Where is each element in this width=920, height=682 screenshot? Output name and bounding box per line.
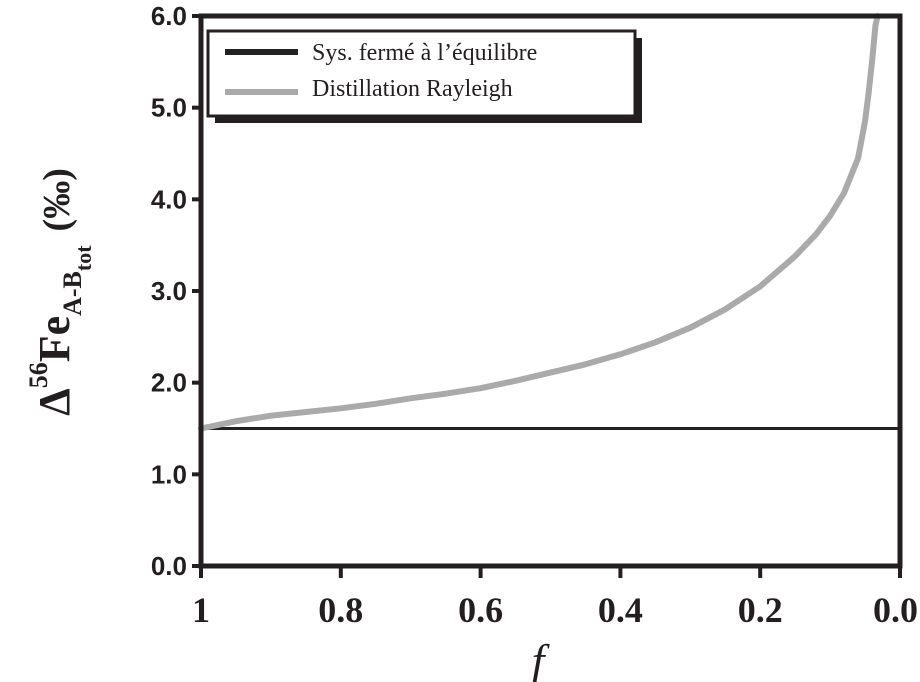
y-tick-label: 2.0 xyxy=(151,368,187,398)
y-tick-label: 0.0 xyxy=(151,551,187,581)
legend-label-rayleigh: Distillation Rayleigh xyxy=(312,76,513,102)
x-tick-label: 0.0 xyxy=(873,590,918,630)
y-tick-label: 6.0 xyxy=(151,1,187,31)
y-title-unit: (‰) xyxy=(36,168,78,231)
legend-box xyxy=(206,29,637,118)
legend-label-equilibrium: Sys. fermé à l’équilibre xyxy=(312,40,537,66)
y-title-subsubscript: tot xyxy=(71,245,96,271)
y-tick-label: 5.0 xyxy=(151,93,187,123)
x-tick-label: 0.4 xyxy=(598,590,643,630)
x-tick-label: 0.6 xyxy=(458,590,503,630)
y-title-delta: Δ xyxy=(30,388,79,416)
legend: Sys. fermé à l’équilibre Distillation Ra… xyxy=(206,29,642,123)
x-tick-label: 0.8 xyxy=(318,590,363,630)
x-axis-title: f xyxy=(532,635,551,682)
x-tick-label: 1 xyxy=(192,590,210,630)
svg-text:Δ56FeA-Btot(‰): Δ56FeA-Btot (‰) xyxy=(24,168,96,416)
x-tick-label: 0.2 xyxy=(738,590,783,630)
y-tick-label: 1.0 xyxy=(151,459,187,489)
y-title-superscript: 56 xyxy=(24,362,53,388)
y-title-element: Fe xyxy=(30,316,79,362)
y-title-subscript: A-B xyxy=(58,271,87,316)
y-tick-label: 3.0 xyxy=(151,276,187,306)
ticks-layer: 0.0 1.0 2.0 3.0 4.0 5.0 6.0 1 0.8 0.6 0.4 0.2 0.0 xyxy=(151,1,918,630)
series-line-1 xyxy=(198,13,881,432)
series-layer xyxy=(198,13,902,432)
y-tick-label: 4.0 xyxy=(151,184,187,214)
y-axis-title: Δ56FeA-Btot (‰) xyxy=(24,168,96,416)
